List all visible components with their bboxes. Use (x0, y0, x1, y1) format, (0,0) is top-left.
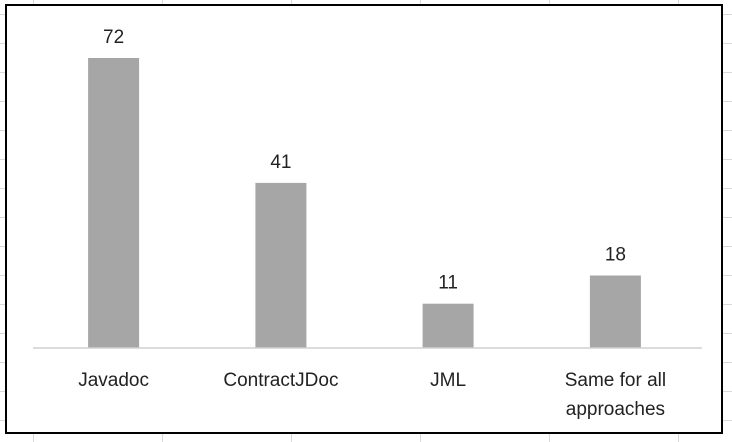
data-label-1: 41 (270, 152, 291, 173)
bars-group (88, 58, 641, 348)
category-labels-group: Javadoc ContractJDoc JML Same for all approa… (78, 370, 666, 420)
bar-3[interactable] (589, 275, 641, 349)
data-label-2: 11 (438, 273, 458, 294)
bar-2[interactable] (422, 303, 474, 348)
category-label-2: JML (430, 370, 466, 391)
data-label-3: 18 (605, 245, 626, 266)
bar-0[interactable] (88, 58, 140, 348)
category-label-0: Javadoc (78, 370, 149, 391)
category-label-1: ContractJDoc (223, 370, 338, 391)
bar-1[interactable] (255, 182, 307, 348)
data-labels-group: 72 41 11 18 (103, 27, 626, 294)
category-label-3-line-1: approaches (566, 399, 665, 420)
data-label-0: 72 (103, 27, 124, 48)
category-label-3-line-0: Same for all (565, 370, 666, 391)
